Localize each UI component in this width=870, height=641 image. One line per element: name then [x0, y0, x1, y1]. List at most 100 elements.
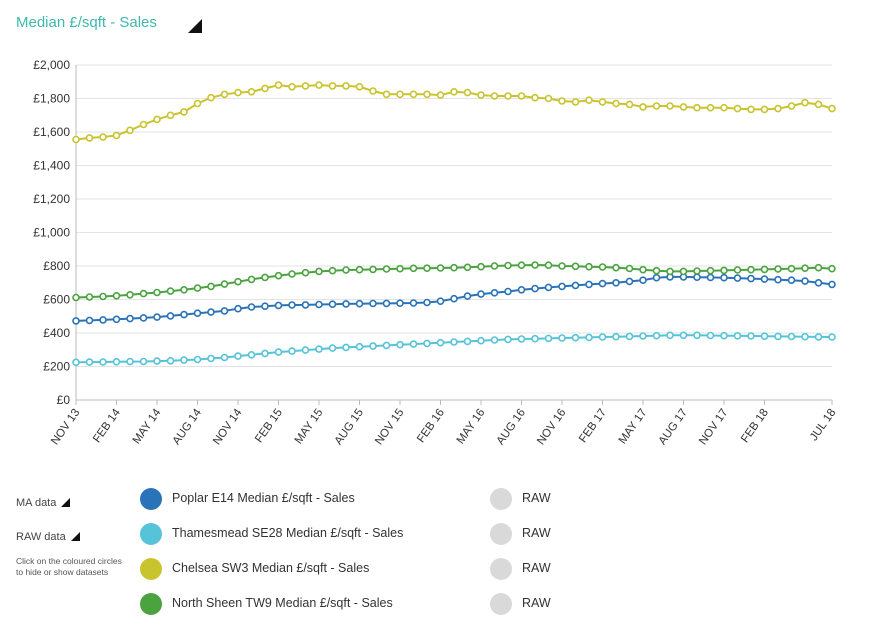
data-point: [288, 270, 296, 278]
data-point: [315, 300, 323, 309]
data-point: [423, 339, 431, 348]
data-point: [180, 310, 188, 319]
data-point: [288, 347, 296, 355]
data-point: [99, 358, 107, 366]
data-point: [247, 303, 256, 311]
data-point: [801, 277, 809, 285]
data-point: [342, 300, 350, 308]
raw-label-chelsea: RAW: [522, 561, 551, 575]
data-point: [531, 284, 539, 293]
y-tick-label: £1,800: [33, 92, 70, 106]
data-point: [369, 265, 377, 274]
data-point: [814, 100, 823, 109]
legend-label-poplar: Poplar E14 Median £/sqft - Sales: [172, 491, 355, 505]
data-point: [531, 261, 539, 269]
raw-toggle-north-sheen[interactable]: [490, 593, 512, 615]
legend-dot-chelsea[interactable]: [140, 558, 162, 580]
data-point: [693, 331, 701, 340]
data-point: [814, 278, 823, 287]
data-point: [571, 98, 580, 106]
data-point: [274, 271, 283, 280]
data-point: [85, 293, 94, 301]
data-point: [585, 262, 593, 271]
series-3: [72, 261, 836, 302]
data-point: [288, 301, 296, 309]
chart-title: Median £/sqft - Sales: [16, 14, 157, 31]
data-point: [72, 293, 80, 302]
data-point: [747, 265, 755, 274]
data-point: [517, 335, 526, 343]
data-point: [571, 281, 580, 290]
data-point: [261, 84, 269, 93]
legend-dot-poplar[interactable]: [140, 488, 162, 510]
data-point: [747, 274, 755, 283]
data-point: [369, 299, 377, 308]
data-point: [274, 348, 283, 356]
data-point: [625, 277, 634, 286]
data-point: [301, 301, 310, 309]
data-point: [720, 331, 728, 340]
raw-toggle-poplar[interactable]: [490, 488, 512, 510]
data-point: [760, 265, 769, 274]
legend-dot-thamesmead[interactable]: [140, 523, 162, 545]
data-point: [504, 261, 512, 270]
data-point: [828, 104, 836, 113]
data-point: [490, 92, 499, 100]
data-point: [828, 264, 836, 273]
data-point: [126, 290, 134, 299]
data-point: [733, 104, 742, 113]
title-dropdown-toggle[interactable]: [188, 19, 202, 33]
data-point: [477, 336, 485, 345]
data-point: [180, 356, 188, 364]
x-tick-label: AUG 14: [171, 406, 205, 447]
raw-toggle-chelsea[interactable]: [490, 558, 512, 580]
raw-label-thamesmead: RAW: [522, 526, 551, 540]
data-point: [450, 294, 458, 303]
data-point: [369, 87, 377, 95]
data-point: [571, 262, 580, 271]
data-point: [166, 111, 175, 120]
data-point: [639, 103, 647, 111]
data-point: [544, 283, 553, 292]
data-point: [639, 276, 647, 285]
data-point: [166, 312, 175, 320]
data-point: [477, 262, 485, 271]
data-point: [733, 266, 742, 274]
data-point: [679, 103, 688, 111]
raw-toggle-thamesmead[interactable]: [490, 523, 512, 545]
data-point: [382, 299, 391, 308]
data-point: [99, 316, 107, 324]
data-point: [787, 264, 796, 273]
data-point: [517, 92, 526, 100]
ma-data-label: MA data: [16, 497, 57, 509]
data-point: [463, 292, 472, 300]
data-point: [706, 103, 715, 112]
x-tick-label: MAY 14: [131, 406, 164, 446]
data-point: [112, 315, 121, 324]
data-point: [828, 280, 836, 289]
data-point: [477, 290, 485, 298]
data-point: [463, 337, 472, 346]
raw-data-label: RAW data: [16, 531, 66, 543]
data-point: [99, 133, 107, 141]
y-tick-label: £600: [43, 293, 70, 307]
data-point: [598, 333, 607, 341]
legend-dot-north-sheen[interactable]: [140, 593, 162, 615]
raw-data-toggle[interactable]: RAW data: [16, 531, 80, 543]
data-point: [72, 135, 80, 144]
data-point: [504, 92, 512, 100]
x-tick-label: AUG 15: [333, 407, 366, 447]
data-point: [693, 273, 701, 282]
data-point: [706, 273, 715, 282]
series-0: [72, 273, 836, 325]
ma-data-toggle[interactable]: MA data: [16, 497, 71, 509]
data-point: [153, 357, 161, 365]
data-point: [220, 280, 229, 288]
data-point: [409, 340, 418, 348]
x-tick-label: AUG 16: [495, 407, 528, 447]
x-axis: NOV 13 FEB 14 MAY 14 AUG 14 NOV 14 FEB 15 MAY …: [49, 400, 838, 447]
data-point: [153, 313, 161, 321]
data-point: [760, 275, 769, 283]
data-point: [639, 332, 647, 340]
y-tick-label: £800: [43, 259, 70, 273]
